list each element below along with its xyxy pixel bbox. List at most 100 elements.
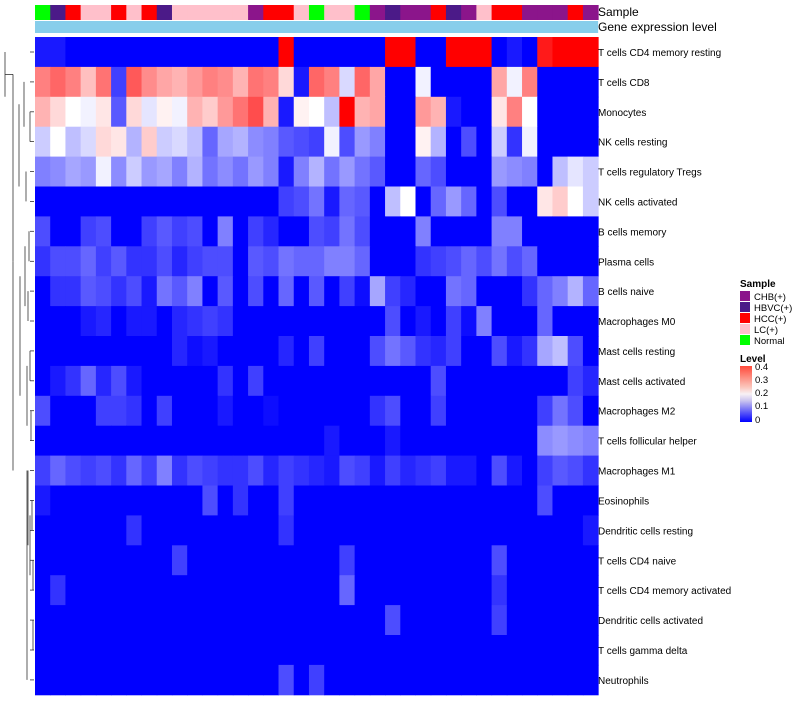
heatmap-cell: [50, 216, 66, 247]
heatmap-cell: [171, 66, 188, 98]
heatmap-cell: [141, 455, 158, 486]
heatmap-cell: [263, 455, 280, 486]
heatmap-cell: [187, 635, 203, 666]
heatmap-cell: [263, 515, 280, 546]
heatmap-cell: [50, 37, 66, 68]
heatmap-cell: [537, 306, 553, 337]
sample-annotation-cell: [582, 5, 599, 20]
heatmap-cell: [369, 276, 386, 307]
heatmap-cell: [537, 425, 553, 457]
heatmap-cell: [369, 126, 386, 158]
heatmap-cell: [324, 246, 340, 277]
heatmap-cell: [537, 336, 553, 367]
heatmap-cell: [50, 306, 66, 337]
heatmap-cell: [582, 515, 599, 546]
heatmap-cell: [476, 425, 493, 457]
heatmap-cell: [65, 336, 82, 367]
sample-annotation-cell: [354, 5, 371, 20]
heatmap-cell: [506, 664, 523, 696]
heatmap-cell: [141, 605, 158, 636]
heatmap-cell: [187, 664, 203, 696]
heatmap-cell: [567, 37, 584, 68]
heatmap-cell: [80, 126, 97, 158]
heatmap-cell: [552, 37, 569, 68]
sample-annotation-cell: [339, 5, 356, 20]
heatmap-cell: [385, 485, 401, 516]
heatmap-cell: [415, 635, 432, 666]
heatmap-cell: [65, 365, 82, 397]
heatmap-cell: [506, 156, 523, 187]
heatmap-cell: [522, 575, 538, 606]
heatmap-cell: [217, 664, 234, 696]
heatmap-cell: [35, 96, 51, 128]
heatmap-cell: [50, 575, 66, 606]
heatmap-cell: [80, 605, 97, 636]
heatmap-cell: [293, 605, 310, 636]
heatmap-cell: [141, 186, 158, 217]
heatmap-cell: [95, 455, 112, 486]
heatmap-cell: [293, 336, 310, 367]
heatmap-cell: [567, 664, 584, 696]
heatmap-cell: [430, 425, 447, 457]
heatmap-cell: [232, 336, 249, 367]
heatmap-cell: [537, 126, 553, 158]
heatmap-cell: [141, 635, 158, 666]
heatmap-cell: [126, 66, 143, 98]
heatmap-cell: [50, 664, 66, 696]
heatmap-cell: [567, 455, 584, 486]
sample-annotation-cell: [385, 5, 401, 20]
heatmap-cell: [232, 425, 249, 457]
sample-annotation-cell: [369, 5, 386, 20]
heatmap-cell: [339, 485, 356, 516]
heatmap-cell: [369, 336, 386, 367]
sample-annotation-cell: [187, 5, 203, 20]
heatmap-cell: [65, 276, 82, 307]
heatmap-cell: [369, 605, 386, 636]
heatmap-cell: [217, 575, 234, 606]
heatmap-cell: [522, 66, 538, 98]
heatmap-cell: [339, 545, 356, 576]
heatmap-cell: [187, 336, 203, 367]
heatmap-cell: [491, 216, 508, 247]
heatmap-cell: [491, 455, 508, 486]
sample-annotation-cell: [537, 5, 553, 20]
heatmap-cell: [354, 395, 371, 427]
heatmap-cell: [263, 186, 280, 217]
heatmap-cell: [141, 306, 158, 337]
heatmap-cell: [65, 605, 82, 636]
heatmap-cell: [187, 485, 203, 516]
heatmap-cell: [430, 246, 447, 277]
heatmap-cell: [278, 126, 295, 158]
row-label: Eosinophils: [598, 496, 649, 507]
heatmap-cell: [126, 515, 143, 546]
row-labels: T cells CD4 memory resting T cells CD8 Mon…: [598, 48, 731, 687]
heatmap-cell: [95, 395, 112, 427]
heatmap-cell: [95, 276, 112, 307]
heatmap-cell: [461, 156, 477, 187]
heatmap-cell: [248, 156, 264, 187]
heatmap-cell: [187, 455, 203, 486]
heatmap-cell: [582, 605, 599, 636]
heatmap-cell: [476, 126, 493, 158]
heatmap-cell: [263, 365, 280, 397]
heatmap-cell: [278, 545, 295, 576]
heatmap-cell: [567, 186, 584, 217]
heatmap-cell: [324, 66, 340, 98]
heatmap-cell: [202, 545, 219, 576]
heatmap-cell: [126, 336, 143, 367]
heatmap-cell: [522, 455, 538, 486]
heatmap-cell: [65, 66, 82, 98]
heatmap-cell: [522, 306, 538, 337]
heatmap-cell: [339, 216, 356, 247]
heatmap-cell: [445, 336, 462, 367]
heatmap-cell: [202, 635, 219, 666]
heatmap-cell: [293, 37, 310, 68]
heatmap-cell: [400, 276, 416, 307]
heatmap-cell: [522, 545, 538, 576]
heatmap-cell: [415, 186, 432, 217]
heatmap-cell: [80, 96, 97, 128]
heatmap-cell: [552, 425, 569, 457]
heatmap-cell: [476, 605, 493, 636]
heatmap-cell: [415, 365, 432, 397]
heatmap-cell: [445, 485, 462, 516]
